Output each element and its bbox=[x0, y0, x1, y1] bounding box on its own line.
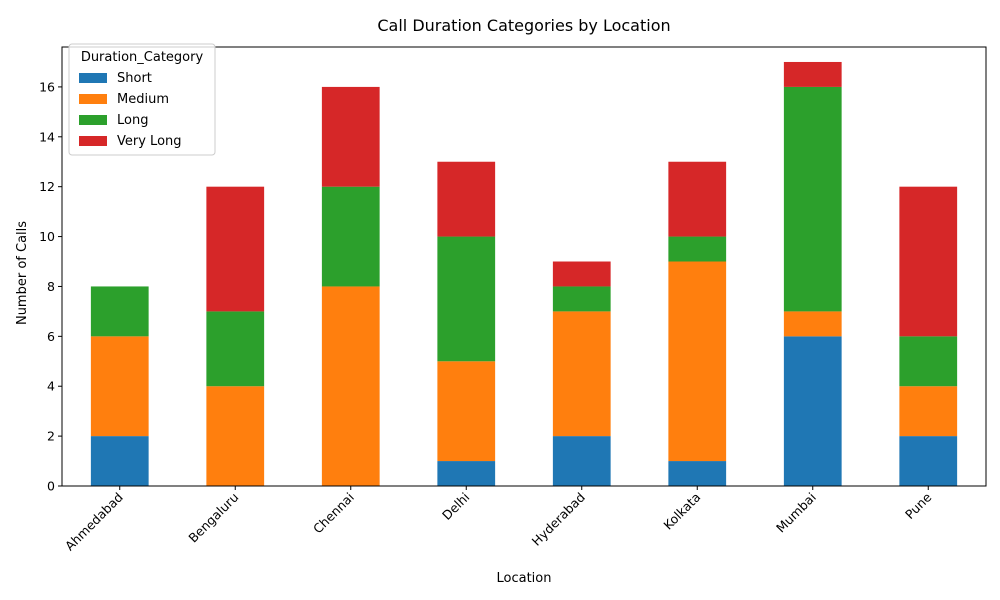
y-tick-label: 0 bbox=[47, 479, 55, 494]
y-tick-label: 10 bbox=[39, 229, 55, 244]
bar-hyderabad-short bbox=[552, 436, 611, 486]
bar-bengaluru-very-long bbox=[206, 186, 265, 312]
bar-mumbai-medium bbox=[783, 311, 842, 337]
bar-ahmedabad-short bbox=[90, 436, 149, 486]
x-tick-label-kolkata: Kolkata bbox=[660, 490, 703, 533]
x-tick-label-ahmedabad: Ahmedabad bbox=[62, 490, 126, 554]
bar-kolkata-medium bbox=[668, 261, 727, 462]
bar-mumbai-long bbox=[783, 86, 842, 312]
bars-group bbox=[90, 61, 958, 486]
x-tick-label-chennai: Chennai bbox=[310, 490, 357, 537]
bar-pune-long bbox=[899, 336, 958, 387]
plot-frame bbox=[61, 46, 987, 487]
bar-kolkata-long bbox=[668, 236, 727, 262]
bar-mumbai-very-long bbox=[783, 61, 842, 87]
legend-title: Duration_Category bbox=[81, 50, 204, 65]
y-tick-label: 14 bbox=[39, 129, 55, 144]
y-tick-label: 2 bbox=[47, 429, 55, 444]
x-tick-label-hyderabad: Hyderabad bbox=[529, 490, 588, 549]
bar-delhi-short bbox=[437, 461, 496, 486]
bar-delhi-medium bbox=[437, 361, 496, 462]
y-tick-label: 8 bbox=[47, 279, 55, 294]
legend-swatch-short bbox=[79, 73, 107, 83]
bar-delhi-very-long bbox=[437, 161, 496, 237]
x-tick-label-mumbai: Mumbai bbox=[773, 490, 819, 536]
bar-chennai-medium bbox=[321, 286, 380, 486]
legend-label-very-long: Very Long bbox=[117, 134, 182, 149]
legend-box bbox=[68, 43, 216, 156]
bar-bengaluru-medium bbox=[206, 386, 265, 486]
x-tick-label-pune: Pune bbox=[902, 489, 935, 522]
y-tick-label: 6 bbox=[47, 329, 55, 344]
legend-swatch-very-long bbox=[79, 136, 107, 146]
bar-ahmedabad-long bbox=[90, 286, 149, 337]
legend-swatch-long bbox=[79, 115, 107, 125]
bar-mumbai-short bbox=[783, 336, 842, 486]
y-tick-label: 16 bbox=[39, 79, 55, 94]
bar-kolkata-very-long bbox=[668, 161, 727, 237]
bar-bengaluru-long bbox=[206, 311, 265, 387]
chart-title: Call Duration Categories by Location bbox=[377, 16, 670, 35]
bar-chennai-long bbox=[321, 186, 380, 287]
bar-hyderabad-long bbox=[552, 286, 611, 312]
bar-chennai-very-long bbox=[321, 86, 380, 187]
bar-delhi-long bbox=[437, 236, 496, 362]
legend-label-short: Short bbox=[117, 71, 152, 86]
legend-label-medium: Medium bbox=[117, 92, 169, 107]
bar-hyderabad-medium bbox=[552, 311, 611, 437]
y-tick-label: 4 bbox=[47, 379, 55, 394]
y-axis-label: Number of Calls bbox=[15, 221, 30, 325]
legend-swatch-medium bbox=[79, 94, 107, 104]
bar-pune-medium bbox=[899, 386, 958, 437]
bar-pune-very-long bbox=[899, 186, 958, 337]
bar-kolkata-short bbox=[668, 461, 727, 486]
x-tick-label-delhi: Delhi bbox=[439, 490, 472, 523]
legend-label-long: Long bbox=[117, 113, 148, 128]
bar-hyderabad-very-long bbox=[552, 261, 611, 287]
y-tick-label: 12 bbox=[39, 179, 55, 194]
x-axis-label: Location bbox=[497, 571, 552, 586]
legend: Duration_Category Short Medium Long Very Lon… bbox=[68, 43, 216, 156]
x-tick-label-bengaluru: Bengaluru bbox=[185, 490, 241, 546]
bar-pune-short bbox=[899, 436, 958, 486]
bar-ahmedabad-medium bbox=[90, 336, 149, 437]
